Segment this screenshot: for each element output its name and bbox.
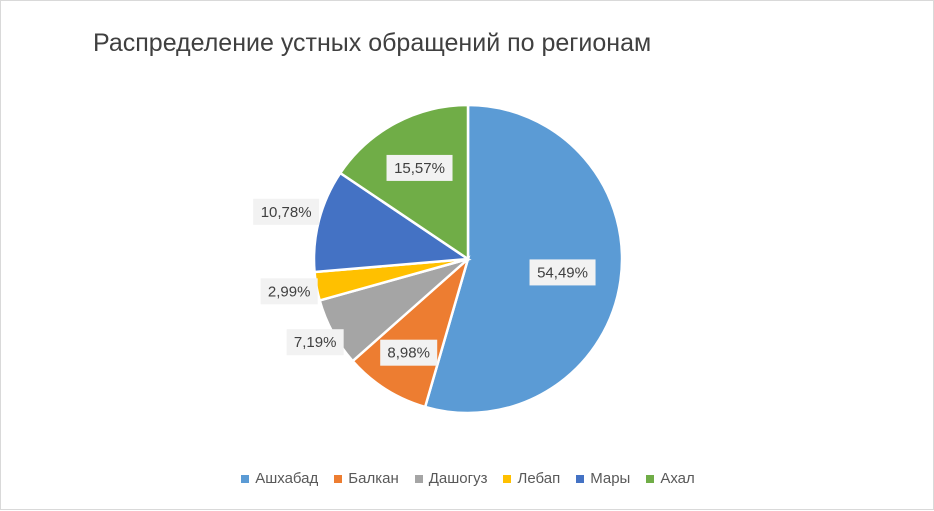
data-label-text: 2,99% (268, 283, 311, 300)
data-label-box (260, 278, 318, 305)
legend-item: Дашогуз (414, 470, 488, 487)
legend-item: Балкан (334, 470, 399, 487)
data-label-box (380, 339, 438, 366)
data-label-6: 15,57% (386, 154, 453, 181)
data-label-text: 8,98% (387, 345, 430, 362)
data-label-box (386, 154, 453, 181)
data-label-text: 7,19% (294, 334, 337, 351)
legend-swatch (646, 474, 655, 483)
pie-slice-6 (338, 103, 470, 262)
data-label-text: 10,78% (261, 204, 312, 221)
data-label-box (253, 198, 320, 225)
data-label-4: 2,99% (260, 278, 318, 305)
chart-title: Распределение устных обращений по регион… (93, 29, 652, 57)
legend-label: Балкан (348, 470, 399, 487)
legend-swatch (241, 474, 250, 483)
legend-label: Мары (590, 470, 631, 487)
legend-swatch (334, 474, 343, 483)
data-label-box (286, 329, 344, 356)
legend-label: Ашхабад (255, 470, 319, 487)
pie-slice-1 (423, 103, 624, 415)
legend-item: Мары (576, 470, 630, 487)
legend-swatch (503, 474, 512, 483)
data-label-2: 8,98% (380, 339, 438, 366)
legend-item: Ашхабад (241, 470, 318, 487)
data-label-1: 54,49% (529, 259, 596, 286)
data-label-text: 15,57% (394, 160, 445, 177)
legend-swatch (414, 474, 423, 483)
legend-swatch (576, 474, 585, 483)
pie-slice-2 (350, 255, 471, 409)
legend-item: Ахал (646, 470, 695, 487)
data-label-5: 10,78% (253, 198, 320, 225)
data-label-3: 7,19% (286, 329, 344, 356)
legend: Ашхабад Балкан Дашогуз Лебап Мары Ахал (1, 470, 934, 487)
legend-label: Дашогуз (428, 470, 488, 487)
legend-item: Лебап (503, 470, 560, 487)
data-label-box (529, 259, 596, 286)
data-label-text: 54,49% (537, 264, 588, 281)
legend-label: Лебап (517, 470, 561, 487)
legend-label: Ахал (660, 470, 695, 487)
